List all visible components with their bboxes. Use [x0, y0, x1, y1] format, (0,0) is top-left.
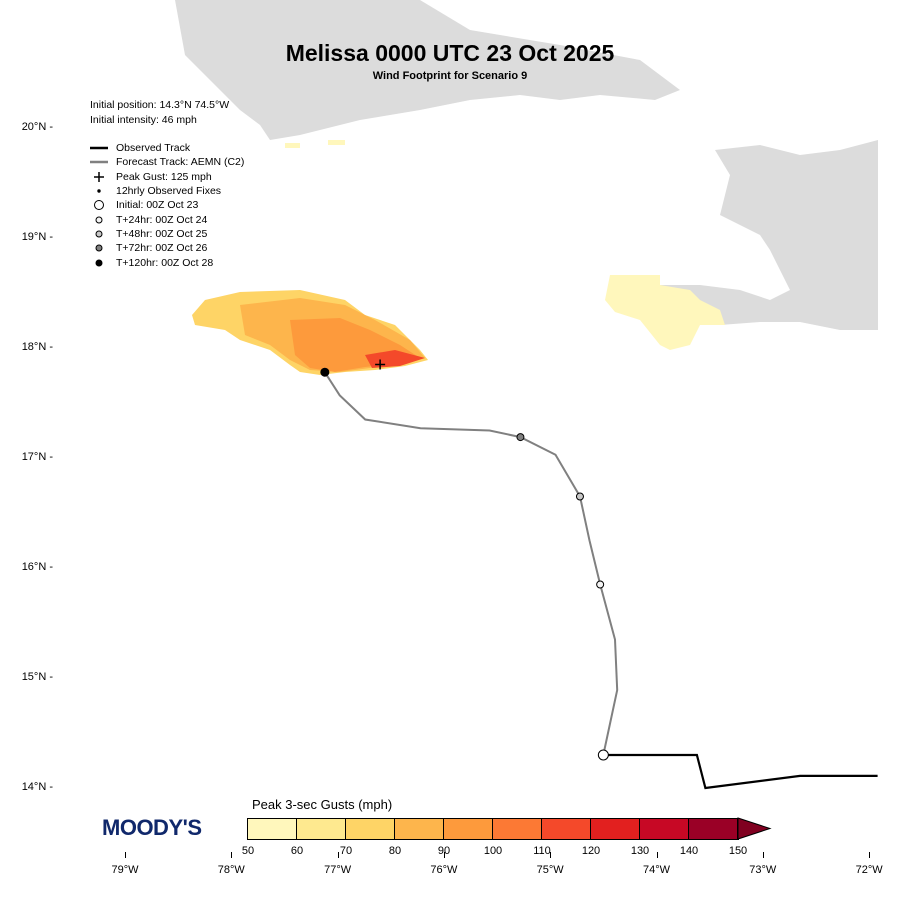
land-hispaniola: [640, 140, 878, 330]
colorbar-bin: [346, 819, 395, 839]
land-cuba: [175, 0, 680, 140]
lon-tick: [231, 852, 233, 858]
colorbar-tick: 80: [388, 845, 402, 857]
lon-tick: [550, 852, 552, 858]
legend-circle-72-icon: [88, 243, 110, 253]
track-marker-circle-120: [320, 367, 330, 377]
lon-tick: [443, 852, 445, 858]
lon-label: 79°W: [111, 864, 139, 876]
colorbar-bin: [444, 819, 493, 839]
lon-label: 72°W: [855, 864, 883, 876]
colorbar-bin: [493, 819, 542, 839]
legend-item-forecast-line: Forecast Track: AEMN (C2): [88, 155, 244, 169]
track-marker-circle-24: [596, 580, 605, 589]
colorbar-tick: 100: [483, 845, 503, 857]
legend-label: Forecast Track: AEMN (C2): [116, 156, 245, 169]
map-legend: Observed Track Forecast Track: AEMN (C2) P…: [88, 141, 244, 270]
lon-label: 73°W: [749, 864, 777, 876]
lat-label: 17°N -: [21, 451, 53, 463]
legend-item-circle-initial: Initial: 00Z Oct 23: [88, 198, 244, 212]
lat-label: 15°N -: [21, 671, 53, 683]
legend-label: T+48hr: 00Z Oct 25: [116, 227, 208, 240]
legend-item-circle-24: T+24hr: 00Z Oct 24: [88, 212, 244, 226]
legend-observed-line-icon: [88, 145, 110, 151]
colorbar-bin: [395, 819, 444, 839]
colorbar-tick: 110: [533, 845, 551, 857]
lon-tick: [337, 852, 339, 858]
track-marker-circle-48: [575, 492, 584, 501]
track-marker-circle-initial: [597, 749, 609, 761]
lon-label: 74°W: [642, 864, 671, 876]
lat-label: 20°N -: [21, 121, 53, 133]
map-title: Melissa 0000 UTC 23 Oct 2025: [285, 40, 615, 66]
footprint-cuba: [285, 140, 345, 148]
observed-track: [603, 753, 878, 790]
colorbar-tick: 50: [241, 845, 255, 857]
colorbar-tick: 130: [630, 845, 650, 857]
colorbar-tick: 150: [728, 845, 748, 857]
colorbar-bin: [542, 819, 591, 839]
colorbar-tick: 70: [339, 845, 353, 857]
legend-item-circle-120: T+120hr: 00Z Oct 28: [88, 255, 244, 269]
legend-label: T+24hr: 00Z Oct 24: [116, 213, 208, 226]
moodys-logo: MOODY'S: [102, 815, 202, 840]
colorbar-tick: 60: [290, 845, 304, 857]
colorbar-tick: 90: [437, 845, 451, 857]
legend-item-dot: 12hrly Observed Fixes: [88, 184, 244, 198]
legend-item-plus: Peak Gust: 125 mph: [88, 170, 244, 184]
colorbar-title: Peak 3-sec Gusts (mph): [252, 797, 393, 812]
initial-position: Initial position: 14.3°N 74.5°W: [90, 99, 230, 111]
lon-label: 75°W: [536, 864, 564, 876]
legend-label: Peak Gust: 125 mph: [116, 170, 212, 183]
track-layer: [320, 359, 878, 790]
forecast-track: [323, 371, 619, 756]
lon-label: 77°W: [324, 864, 352, 876]
colorbar-arrow: [737, 817, 772, 840]
initial-intensity: Initial intensity: 46 mph: [90, 114, 197, 126]
lat-label: 18°N -: [21, 341, 53, 353]
legend-forecast-line-icon: [88, 159, 110, 165]
legend-label: T+120hr: 00Z Oct 28: [116, 256, 214, 269]
track-marker-circle-72: [516, 433, 525, 442]
legend-label: T+72hr: 00Z Oct 26: [116, 242, 208, 255]
lon-tick: [125, 852, 126, 858]
lon-tick: [869, 852, 871, 858]
legend-circle-initial-icon: [88, 199, 110, 211]
lon-label: 76°W: [430, 864, 458, 876]
lat-label: 19°N -: [21, 231, 53, 243]
colorbar-bin: [640, 819, 689, 839]
legend-label: Initial: 00Z Oct 23: [116, 199, 199, 212]
legend-circle-48-icon: [88, 229, 110, 239]
legend-plus-icon: [88, 171, 110, 183]
lat-label: 16°N -: [21, 561, 53, 573]
lon-label: 78°W: [217, 864, 245, 876]
legend-item-circle-48: T+48hr: 00Z Oct 25: [88, 227, 244, 241]
legend-item-observed-line: Observed Track: [88, 141, 244, 155]
legend-circle-24-icon: [88, 215, 110, 225]
lon-tick: [762, 852, 764, 858]
lon-tick: [656, 852, 658, 858]
colorbar-tick: 140: [679, 845, 699, 857]
lat-label: 14°N -: [21, 781, 53, 793]
colorbar-bin: [591, 819, 640, 839]
legend-label: 12hrly Observed Fixes: [116, 185, 222, 198]
legend-label: Observed Track: [116, 142, 191, 155]
storm-info: Initial position: 14.3°N 74.5°W Initial …: [90, 98, 229, 128]
colorbar-bin: [248, 819, 297, 839]
legend-circle-120-icon: [88, 258, 110, 268]
map-subtitle: Wind Footprint for Scenario 9: [372, 70, 528, 82]
peak-gust-marker: [375, 359, 386, 370]
legend-item-circle-72: T+72hr: 00Z Oct 26: [88, 241, 244, 255]
colorbar-bin: [297, 819, 346, 839]
colorbar-tick: 120: [581, 845, 601, 857]
footprint-haiti: [605, 275, 725, 350]
legend-dot-icon: [88, 188, 110, 194]
